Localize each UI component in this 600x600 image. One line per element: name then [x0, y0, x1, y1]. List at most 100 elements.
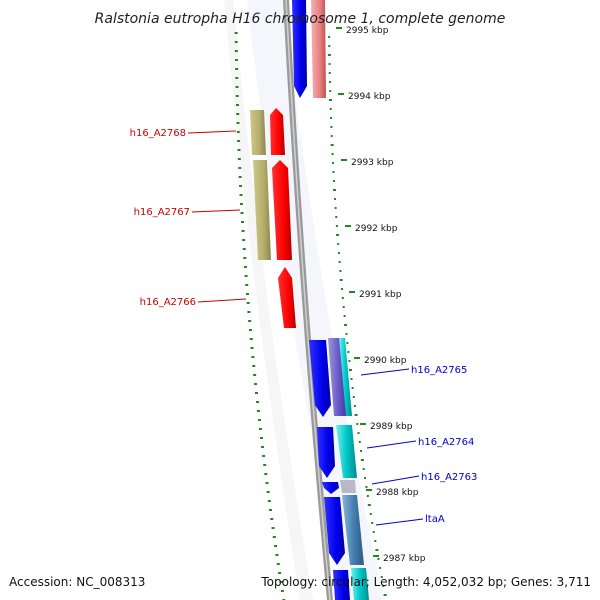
gc-tick — [238, 167, 242, 169]
label-leader-line — [360, 368, 410, 376]
gc-tick — [235, 95, 239, 97]
scale-label: 2993 kbp — [351, 158, 394, 168]
gc-tick — [252, 365, 256, 367]
gc-tick — [335, 216, 338, 218]
gc-tick — [383, 594, 387, 596]
label-leader-line — [187, 130, 237, 134]
gene-label: ltaA — [425, 514, 445, 525]
gc-tick — [371, 522, 374, 524]
gc-tick — [379, 567, 382, 569]
scale-tick — [354, 357, 360, 359]
gc-tick — [280, 590, 284, 592]
gc-tick — [269, 509, 273, 511]
gc-tick — [329, 108, 332, 110]
scale-tick — [373, 555, 379, 557]
gc-tick — [243, 257, 247, 259]
gc-tick — [357, 432, 360, 434]
gc-tick — [248, 320, 252, 322]
gc-tick — [278, 572, 282, 574]
gc-tick — [364, 477, 367, 479]
gc-tick — [275, 554, 279, 556]
gc-tick — [258, 428, 262, 430]
gc-tick — [234, 32, 238, 34]
gene-arrow-ltaA — [324, 497, 345, 565]
gc-tick — [235, 86, 239, 88]
scale-label: 2987 kbp — [383, 554, 426, 564]
gc-tick — [338, 261, 341, 263]
gc-tick — [328, 63, 331, 65]
gc-tick — [234, 59, 238, 61]
gc-tick — [244, 275, 248, 277]
gc-tick — [345, 333, 348, 335]
gc-tick — [348, 369, 352, 371]
label-leader-line — [197, 298, 247, 303]
gc-tick — [235, 104, 239, 106]
gc-tick — [237, 149, 241, 151]
scale-label: 2988 kbp — [376, 488, 419, 498]
gc-tick — [264, 473, 268, 475]
kbp-scale: 2995 kbp 2994 kbp 2993 kbp 2992 kbp 2991 kbp… — [336, 26, 426, 564]
scale-label: 2995 kbp — [346, 26, 389, 36]
gc-tick — [270, 518, 274, 520]
gc-tick — [235, 77, 239, 79]
gene-arrow-h16-a2766 — [278, 267, 296, 328]
gc-tick — [335, 225, 338, 227]
gene-labels: h16_A2768 h16_A2767 h16_A2766 h16_A2765 h16_… — [130, 128, 477, 526]
gene-block-forward-pink — [311, 0, 326, 98]
gc-tick — [328, 81, 331, 83]
gene-label: h16_A2767 — [134, 207, 190, 218]
gc-tick — [257, 419, 261, 421]
scale-label: 2992 kbp — [355, 224, 398, 234]
gc-tick — [241, 230, 245, 232]
scale-tick — [338, 93, 344, 95]
gene-arrow-h16-a2767 — [272, 160, 292, 260]
gc-tick — [239, 194, 243, 196]
gc-tick — [342, 306, 345, 308]
gc-tick — [348, 360, 351, 362]
gc-tick — [261, 446, 265, 448]
gc-tick — [240, 212, 244, 214]
gc-tick — [256, 410, 260, 412]
map-title: Ralstonia eutropha H16 chromosome 1, com… — [95, 11, 506, 27]
gc-tick — [276, 563, 280, 565]
genome-backbone-highlight — [285, 0, 331, 600]
gc-tick — [250, 347, 254, 349]
cog-block-h16-a2763 — [340, 480, 356, 493]
gc-tick — [255, 401, 259, 403]
gc-tick — [362, 468, 365, 470]
gc-tick — [332, 180, 335, 182]
gene-arrow-forward-blue — [292, 0, 307, 98]
gc-tick — [365, 486, 368, 488]
gc-tick — [263, 464, 267, 466]
gc-tick — [243, 266, 247, 268]
cog-block-forward-bottom — [351, 568, 369, 600]
gc-tick — [265, 482, 269, 484]
scale-tick — [341, 159, 347, 161]
gc-tick — [271, 527, 275, 529]
gc-tick — [249, 338, 253, 340]
gc-tick — [266, 491, 270, 493]
gene-label: h16_A2766 — [140, 297, 196, 308]
topology-text: Topology: circular; Length: 4,052,032 bp… — [260, 575, 591, 589]
gc-tick — [380, 576, 383, 578]
gc-tick — [330, 117, 333, 119]
cog-block-h16-a2767 — [253, 160, 271, 260]
gc-tick — [267, 500, 271, 502]
gc-tick — [272, 536, 276, 538]
gc-tick — [333, 189, 337, 191]
gc-tick — [254, 383, 258, 385]
gc-tick — [238, 176, 242, 178]
gc-tick — [367, 504, 371, 506]
gc-tick — [352, 396, 355, 398]
gc-tick — [328, 99, 332, 101]
gc-tick — [253, 374, 257, 376]
forward-strand-genes — [309, 338, 369, 600]
gc-tick — [382, 585, 385, 587]
gene-label: h16_A2768 — [130, 128, 186, 139]
gc-tick — [341, 297, 344, 299]
gc-tick — [340, 288, 343, 290]
label-leader-line — [371, 475, 420, 485]
accession-text: Accession: NC_008313 — [9, 575, 145, 589]
gc-tick — [354, 414, 358, 416]
